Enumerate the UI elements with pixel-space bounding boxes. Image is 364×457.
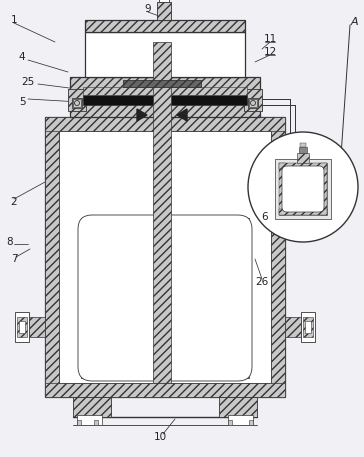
Text: 12: 12 xyxy=(264,47,277,57)
Bar xyxy=(85,20,245,32)
Bar xyxy=(279,163,327,215)
Bar xyxy=(219,397,257,417)
Bar xyxy=(45,117,285,397)
Bar xyxy=(81,218,249,226)
Text: 6: 6 xyxy=(262,212,268,222)
Bar xyxy=(285,317,303,337)
Bar xyxy=(159,0,169,2)
Text: 4: 4 xyxy=(19,52,25,62)
Text: A: A xyxy=(350,17,358,27)
Text: 5: 5 xyxy=(19,97,25,107)
Bar xyxy=(279,163,285,215)
Bar xyxy=(81,218,89,378)
Bar xyxy=(85,32,245,77)
Bar xyxy=(305,321,311,333)
Text: 25: 25 xyxy=(21,77,35,87)
Bar xyxy=(249,99,257,107)
Bar xyxy=(59,131,271,383)
Bar xyxy=(303,317,313,337)
Polygon shape xyxy=(137,109,147,121)
Bar xyxy=(299,147,307,153)
Bar xyxy=(300,143,306,147)
Bar xyxy=(68,89,86,111)
Bar xyxy=(228,415,253,425)
Bar xyxy=(94,420,98,425)
Bar xyxy=(17,317,27,337)
Bar xyxy=(73,99,81,107)
Bar xyxy=(70,77,260,117)
Bar xyxy=(157,2,171,20)
Polygon shape xyxy=(177,109,187,121)
Bar xyxy=(77,420,81,425)
Bar xyxy=(271,117,285,397)
Bar xyxy=(241,218,249,378)
Bar xyxy=(249,420,253,425)
Bar xyxy=(73,397,111,417)
Bar xyxy=(27,317,45,337)
Bar xyxy=(153,42,171,383)
Bar xyxy=(45,117,285,131)
FancyBboxPatch shape xyxy=(282,166,324,212)
Text: 2: 2 xyxy=(11,197,17,207)
Bar xyxy=(77,415,102,425)
Bar xyxy=(301,312,315,342)
Bar xyxy=(45,117,59,397)
Bar xyxy=(89,226,241,370)
Text: 9: 9 xyxy=(145,4,151,14)
Bar xyxy=(83,95,247,105)
Bar xyxy=(123,80,201,87)
Bar xyxy=(15,312,29,342)
Text: 1: 1 xyxy=(11,15,17,25)
Bar xyxy=(321,163,327,215)
Bar xyxy=(279,209,327,215)
Bar xyxy=(19,321,25,333)
Text: 10: 10 xyxy=(154,432,167,442)
FancyBboxPatch shape xyxy=(78,215,252,381)
Bar xyxy=(45,383,285,397)
Text: 8: 8 xyxy=(7,237,13,247)
Bar xyxy=(83,87,247,95)
Text: 11: 11 xyxy=(264,34,277,44)
Bar xyxy=(275,159,331,219)
Bar xyxy=(228,420,232,425)
Text: 26: 26 xyxy=(256,277,269,287)
Bar xyxy=(297,153,309,163)
Bar xyxy=(81,370,249,378)
Bar xyxy=(244,89,262,111)
Bar xyxy=(279,163,327,169)
Bar xyxy=(248,98,258,108)
Text: 7: 7 xyxy=(11,254,17,264)
Bar xyxy=(72,98,82,108)
Circle shape xyxy=(248,132,358,242)
